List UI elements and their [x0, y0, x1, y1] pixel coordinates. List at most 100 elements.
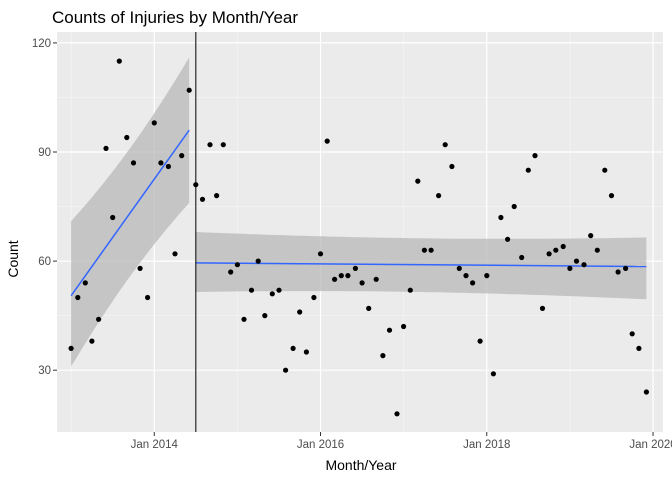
data-point — [345, 273, 351, 279]
data-point — [269, 291, 275, 297]
x-axis-title: Month/Year — [325, 457, 396, 473]
data-point — [373, 276, 379, 282]
chart-title: Counts of Injuries by Month/Year — [52, 8, 298, 27]
y-tick-label: 60 — [38, 256, 51, 268]
data-point — [623, 265, 629, 271]
fit-line-1 — [70, 129, 190, 297]
data-point — [449, 163, 455, 170]
data-point — [470, 280, 476, 286]
data-point — [199, 196, 206, 202]
data-point — [130, 160, 137, 166]
data-point — [311, 294, 317, 301]
data-point — [511, 203, 517, 210]
data-point — [615, 269, 621, 275]
x-axis: Jan 2014 Jan 2016 Jan 2018 Jan 2020 — [131, 432, 672, 451]
data-points — [68, 58, 650, 417]
data-point — [283, 367, 289, 373]
data-point — [297, 309, 303, 315]
data-point — [124, 134, 130, 141]
data-point — [96, 316, 102, 322]
data-point — [290, 345, 296, 351]
data-point — [276, 287, 282, 293]
data-point — [179, 153, 185, 159]
y-tick-label: 90 — [38, 147, 51, 159]
data-point — [172, 251, 178, 257]
data-point — [477, 338, 483, 344]
data-point — [68, 345, 74, 351]
data-point — [207, 142, 213, 148]
data-point — [75, 294, 81, 301]
data-point — [428, 247, 434, 253]
data-point — [539, 305, 546, 311]
data-point — [241, 316, 247, 322]
data-point — [332, 276, 338, 282]
y-axis: 30 60 90 120 — [32, 38, 57, 377]
data-point — [407, 287, 413, 293]
data-point — [519, 254, 525, 261]
data-point — [165, 163, 171, 170]
x-tick-label: Jan 2020 — [629, 439, 672, 451]
data-point — [581, 262, 587, 268]
data-point — [103, 145, 109, 151]
data-point — [145, 294, 151, 301]
data-point — [110, 214, 116, 221]
data-point — [560, 243, 566, 250]
data-point — [484, 273, 490, 279]
data-point — [421, 247, 427, 253]
data-point — [228, 269, 234, 275]
data-point — [116, 58, 122, 64]
data-point — [234, 262, 240, 268]
data-point — [643, 389, 650, 395]
data-point — [255, 258, 261, 264]
data-point — [442, 142, 448, 148]
data-point — [573, 258, 580, 264]
fit-lines — [70, 129, 647, 297]
data-point — [220, 142, 226, 148]
data-point — [415, 178, 421, 184]
x-tick-label: Jan 2014 — [131, 439, 179, 451]
confidence-band-2 — [195, 232, 647, 300]
data-point — [248, 287, 255, 293]
data-point — [636, 345, 642, 351]
data-point — [366, 305, 372, 311]
data-point — [380, 353, 386, 359]
data-point — [193, 182, 199, 188]
data-point — [456, 265, 462, 271]
data-point — [498, 214, 504, 221]
data-point — [594, 247, 600, 253]
data-point — [82, 280, 88, 286]
minor-gridlines — [57, 32, 663, 432]
x-tick-label: Jan 2016 — [297, 439, 344, 451]
data-point — [505, 236, 511, 242]
data-point — [352, 265, 358, 271]
x-tick-label: Jan 2018 — [463, 439, 510, 451]
data-point — [186, 87, 192, 93]
data-point — [137, 265, 143, 271]
data-point — [567, 265, 573, 271]
data-point — [608, 193, 615, 199]
data-point — [338, 273, 344, 279]
data-point — [151, 120, 157, 126]
data-point — [317, 251, 324, 257]
data-point — [532, 153, 538, 159]
data-point — [436, 193, 442, 199]
data-point — [262, 313, 268, 319]
data-point — [525, 167, 531, 173]
data-point — [359, 280, 365, 286]
data-point — [89, 338, 95, 344]
data-point — [214, 193, 220, 199]
data-point — [158, 160, 164, 166]
y-axis-title: Count — [5, 240, 21, 277]
data-point — [386, 327, 393, 333]
data-point — [546, 251, 552, 257]
data-point — [588, 233, 594, 239]
data-point — [463, 273, 469, 279]
major-gridlines — [57, 32, 663, 432]
fit-line-2 — [195, 262, 647, 268]
y-tick-label: 30 — [38, 365, 51, 377]
data-point — [602, 167, 608, 173]
data-point — [401, 323, 407, 330]
data-point — [629, 331, 635, 337]
data-point — [553, 247, 559, 253]
